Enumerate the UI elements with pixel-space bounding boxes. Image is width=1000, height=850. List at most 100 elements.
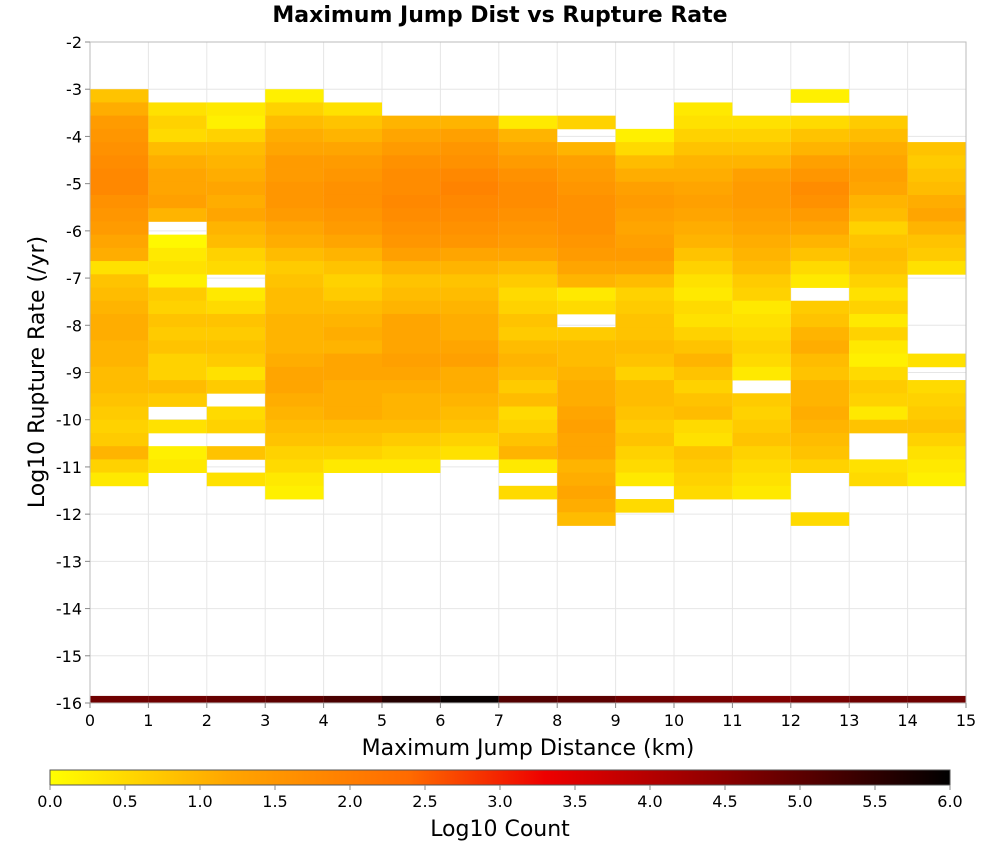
x-tick-label: 4 xyxy=(319,711,329,730)
colorbar-tick-label: 3.0 xyxy=(487,792,512,811)
heatmap-cell xyxy=(732,181,791,196)
heatmap-cell xyxy=(732,419,791,434)
heatmap-cell xyxy=(907,472,966,487)
heatmap-cell xyxy=(557,485,616,500)
heatmap-cell xyxy=(323,181,382,196)
heatmap-cell xyxy=(498,340,558,355)
heatmap-cell xyxy=(323,300,382,315)
heatmap-cell xyxy=(440,155,499,169)
heatmap-cell xyxy=(148,340,207,355)
heatmap-cell xyxy=(148,168,207,183)
heatmap-cell xyxy=(849,234,908,249)
x-tick-label: 11 xyxy=(722,711,742,730)
heatmap-cell xyxy=(674,459,733,473)
heatmap-cell xyxy=(732,274,791,288)
heatmap-cell xyxy=(907,221,966,236)
x-tick-label: 10 xyxy=(664,711,684,730)
heatmap-cell xyxy=(557,181,616,196)
colorbar-tick-label: 2.0 xyxy=(337,792,362,811)
colorbar-tick-label: 5.5 xyxy=(862,792,887,811)
heatmap-cell xyxy=(790,155,850,169)
heatmap-cell xyxy=(907,446,966,460)
heatmap-cell xyxy=(615,393,674,407)
heatmap-cell xyxy=(498,274,558,288)
heatmap-cell xyxy=(440,194,499,209)
heatmap-cell xyxy=(206,234,266,249)
heatmap-cell xyxy=(323,274,382,288)
heatmap-cell-bottom-strip xyxy=(498,695,558,703)
heatmap-cell xyxy=(148,446,207,460)
heatmap-cell xyxy=(382,380,441,394)
heatmap-cell xyxy=(907,432,966,447)
colorbar-title: Log10 Count xyxy=(430,817,570,842)
heatmap-cell xyxy=(849,208,908,222)
heatmap-cell xyxy=(557,194,616,209)
heatmap-cell xyxy=(907,194,966,209)
heatmap-cell xyxy=(790,313,850,328)
heatmap-cell xyxy=(849,115,908,130)
heatmap-cell xyxy=(206,102,266,117)
heatmap-cell xyxy=(790,181,850,196)
heatmap-cell-bottom-strip xyxy=(440,695,499,703)
heatmap-cell xyxy=(382,142,441,156)
heatmap-cell xyxy=(790,247,850,262)
heatmap-cell xyxy=(148,115,207,130)
heatmap-cell xyxy=(732,472,791,487)
y-tick-label: -2 xyxy=(66,33,82,52)
heatmap-cell xyxy=(206,142,266,156)
heatmap-cell xyxy=(90,419,149,434)
heatmap-cell xyxy=(90,313,149,328)
heatmap-cell xyxy=(382,432,441,447)
heatmap-cell xyxy=(732,234,791,249)
heatmap-cell xyxy=(206,181,266,196)
y-tick-label: -16 xyxy=(56,694,82,713)
heatmap-cell xyxy=(440,247,499,262)
heatmap-cell xyxy=(615,313,674,328)
heatmap-cell xyxy=(907,261,966,275)
heatmap-cell xyxy=(206,300,266,315)
heatmap-cell xyxy=(557,353,616,368)
heatmap-cell xyxy=(674,221,733,236)
heatmap-cell xyxy=(849,194,908,209)
heatmap-cell xyxy=(90,300,149,315)
heatmap-cell xyxy=(206,380,266,394)
heatmap-cell xyxy=(382,393,441,407)
heatmap-cell xyxy=(440,274,499,288)
x-tick-label: 13 xyxy=(839,711,859,730)
heatmap-cell xyxy=(498,300,558,315)
heatmap-cell xyxy=(674,366,733,381)
heatmap-cell xyxy=(674,406,733,421)
heatmap-cell-bottom-strip xyxy=(907,695,966,703)
heatmap-cell xyxy=(849,393,908,407)
heatmap-cell xyxy=(206,261,266,275)
heatmap-cell xyxy=(615,287,674,302)
heatmap-cell xyxy=(790,128,850,143)
x-tick-label: 8 xyxy=(552,711,562,730)
heatmap-cell xyxy=(615,327,674,341)
heatmap-cell xyxy=(615,274,674,288)
heatmap-cell xyxy=(498,366,558,381)
chart-title: Maximum Jump Dist vs Rupture Rate xyxy=(272,3,727,28)
heatmap-cell xyxy=(440,234,499,249)
heatmap-cell xyxy=(557,261,616,275)
y-tick-label: -5 xyxy=(66,175,82,194)
heatmap-cell xyxy=(265,340,324,355)
x-tick-label: 2 xyxy=(202,711,212,730)
heatmap-cell xyxy=(790,380,850,394)
colorbar-tick-label: 0.0 xyxy=(37,792,62,811)
heatmap-cell xyxy=(90,128,149,143)
heatmap-cell xyxy=(615,194,674,209)
heatmap-cell xyxy=(90,446,149,460)
heatmap-cell xyxy=(440,353,499,368)
heatmap-cell xyxy=(265,247,324,262)
heatmap-cell xyxy=(732,115,791,130)
heatmap-cell xyxy=(674,208,733,222)
heatmap-cell xyxy=(90,432,149,447)
heatmap-cell xyxy=(674,340,733,355)
heatmap-cell-bottom-strip xyxy=(323,695,382,703)
heatmap-cell xyxy=(849,287,908,302)
heatmap-cell xyxy=(323,459,382,473)
heatmap-cell xyxy=(148,274,207,288)
heatmap-cell xyxy=(148,353,207,368)
